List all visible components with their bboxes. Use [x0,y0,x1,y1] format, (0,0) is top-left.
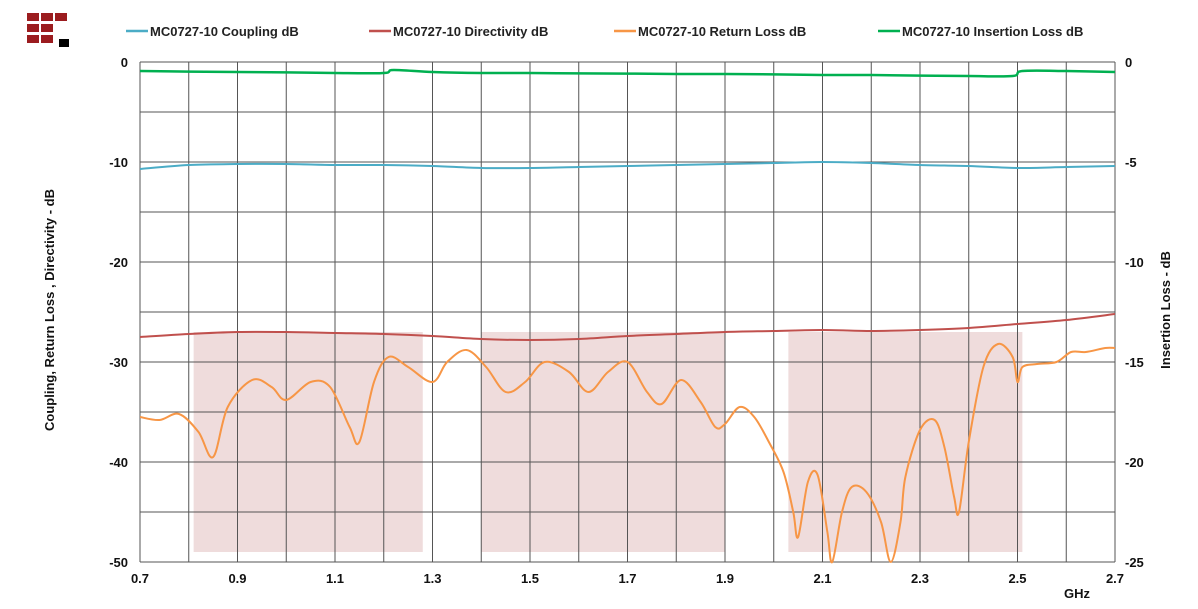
y2-tick-label: -15 [1125,355,1144,370]
x-tick-label: 2.1 [813,571,831,586]
tick-labels: 0.7 0.9 1.1 1.3 1.5 1.7 1.9 2.1 2.3 2.5 2.7 0 -10 -20… [109,55,1144,586]
y-tick-label: -30 [109,355,128,370]
x-tick-label: 0.9 [228,571,246,586]
series-lines [140,68,1115,564]
series-line-2 [140,313,1115,341]
series-line-3 [140,342,1115,564]
x-tick-label: 1.1 [326,571,344,586]
legend: MC0727-10 Coupling dB MC0727-10 Directivi… [126,24,1083,39]
y-tick-label: -10 [109,155,128,170]
x-tick-label: 1.9 [716,571,734,586]
x-tick-label: 0.7 [131,571,149,586]
x-tick-label: 1.3 [423,571,441,586]
y-tick-label: -20 [109,255,128,270]
series-line-1 [140,161,1115,170]
x-tick-label: 1.5 [521,571,539,586]
x-axis-title: GHz [1064,586,1091,601]
x-tick-label: 2.7 [1106,571,1124,586]
y2-tick-label: -25 [1125,555,1144,570]
shaded-band-1 [193,332,423,552]
company-logo [27,13,69,47]
y2-tick-label: -10 [1125,255,1144,270]
series-line-4 [140,68,1115,78]
shaded-band-3 [788,332,1023,552]
y-tick-label: -50 [109,555,128,570]
legend-label: MC0727-10 Return Loss dB [638,24,806,39]
x-tick-label: 1.7 [618,571,636,586]
y-tick-label: 0 [121,55,128,70]
shaded-bands [193,332,1023,552]
y-axis-title: Coupling, Return Loss , Directivity - dB [42,189,57,431]
y2-tick-label: -20 [1125,455,1144,470]
x-tick-label: 2.3 [911,571,929,586]
legend-label: MC0727-10 Insertion Loss dB [902,24,1083,39]
y2-tick-label: 0 [1125,55,1132,70]
y2-tick-label: -5 [1125,155,1137,170]
legend-label: MC0727-10 Directivity dB [393,24,548,39]
grid [139,61,1116,563]
x-tick-label: 2.5 [1008,571,1026,586]
y2-axis-title: Insertion Loss - dB [1158,251,1173,369]
y-tick-label: -40 [109,455,128,470]
legend-label: MC0727-10 Coupling dB [150,24,299,39]
shaded-band-2 [481,332,725,552]
